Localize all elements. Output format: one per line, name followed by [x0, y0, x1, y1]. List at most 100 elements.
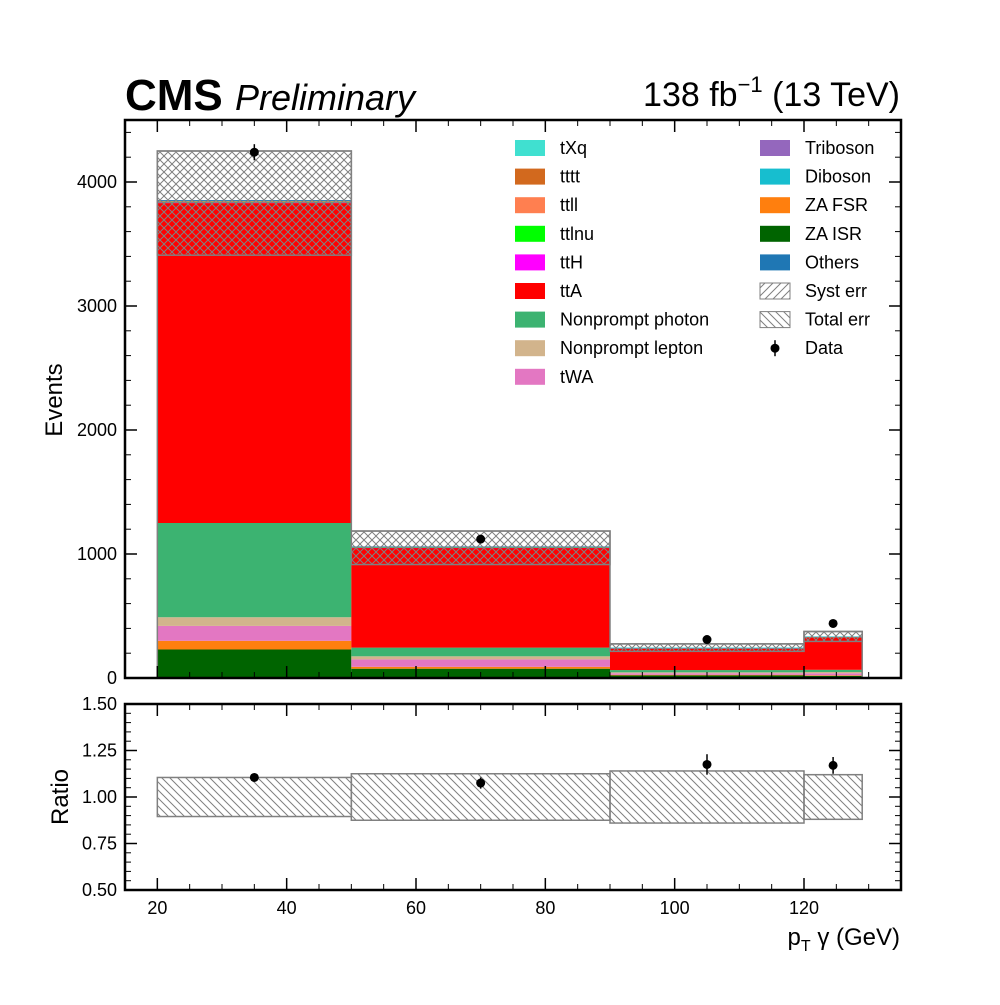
- bar-nonprompt-lepton-bin-1: [351, 656, 610, 660]
- bar-tta-bin-0: [157, 203, 352, 523]
- legend-swatch-ttlnu: [515, 225, 545, 242]
- y-tick-label: 3000: [77, 296, 117, 316]
- legend-swatch-total-err: [759, 311, 791, 329]
- bar-nonprompt-photon-bin-2: [610, 670, 804, 673]
- main-axis-ticks: 0 1000 2000 3000 4000: [77, 120, 902, 688]
- luminosity-value: 138 fb: [643, 76, 738, 114]
- legend-label-diboson: Diboson: [805, 167, 871, 187]
- legend-swatch-data: [770, 343, 780, 353]
- legend-label-za-isr: ZA ISR: [805, 224, 862, 244]
- x-tick-label: 40: [277, 898, 297, 918]
- ratio-y-tick-label: 0.50: [82, 880, 117, 900]
- bar-twa-bin-1: [351, 659, 610, 667]
- legend-swatch-tta: [515, 283, 545, 299]
- legend-swatch-twa: [515, 368, 545, 385]
- legend-swatch-za-isr: [760, 225, 790, 242]
- bar-tta-bin-2: [610, 648, 804, 671]
- bar-nonprompt-photon-bin-1: [351, 647, 610, 657]
- legend-swatch-syst-err: [759, 282, 791, 300]
- ratio-band-bin-2: [609, 770, 805, 824]
- x-tick-label: 100: [660, 898, 690, 918]
- legend-swatch-za-fsr: [760, 197, 790, 214]
- legend-label-za-fsr: ZA FSR: [805, 195, 868, 215]
- uncertainty-bands: [156, 150, 863, 678]
- ratio-y-tick-label: 0.75: [82, 834, 117, 854]
- main-panel: 0 1000 2000 3000 4000 Events: [41, 118, 903, 688]
- y-tick-label: 0: [107, 668, 117, 688]
- y-axis-label: Events: [41, 363, 68, 436]
- legend-swatch-others: [760, 254, 790, 271]
- ratio-y-axis-label: Ratio: [47, 769, 74, 825]
- legend-swatch-ttll: [515, 197, 545, 214]
- legend-label-txq: tXq: [560, 138, 587, 158]
- legend-label-tta: ttA: [560, 281, 582, 301]
- legend-swatch-diboson: [760, 168, 790, 185]
- ratio-point-2: [702, 759, 712, 769]
- data-point-0: [249, 147, 259, 157]
- legend-label-others: Others: [805, 252, 859, 272]
- bar-nonprompt-lepton-bin-0: [157, 617, 352, 626]
- ratio-y-tick-label: 1.50: [82, 694, 117, 714]
- data-point-3: [828, 618, 838, 628]
- legend-swatch-tttt: [515, 168, 545, 185]
- energy-value: (13 TeV): [772, 76, 900, 114]
- y-tick-label: 4000: [77, 172, 117, 192]
- x-tick-label: 60: [406, 898, 426, 918]
- data-point-1: [476, 534, 486, 544]
- ratio-points: [249, 754, 838, 789]
- x-tick-label: 120: [789, 898, 819, 918]
- legend-label-ttll: ttll: [560, 195, 578, 215]
- x-tick-label: 20: [147, 898, 167, 918]
- ratio-panel: 0.50 0.75 1.00 1.25 1.50 20 40 60 80 100 120 Ratio: [47, 694, 903, 918]
- ratio-axis-ticks: 0.50 0.75 1.00 1.25 1.50 20 40 60 80 100 120: [82, 694, 902, 918]
- data-point-2: [702, 635, 712, 645]
- ratio-point-1: [476, 778, 486, 788]
- bar-nonprompt-photon-bin-0: [157, 523, 352, 618]
- legend-label-nonprompt-photon: Nonprompt photon: [560, 310, 709, 330]
- bar-za-fsr-bin-3: [804, 675, 863, 676]
- experiment-label: CMS: [125, 71, 223, 120]
- y-tick-label: 1000: [77, 544, 117, 564]
- ratio-band-bin-0: [156, 776, 353, 818]
- legend-swatch-txq: [515, 140, 545, 156]
- luminosity-label: 138 fb−1 (13 TeV): [643, 72, 900, 114]
- x-tick-label: 80: [535, 898, 555, 918]
- status-label: Preliminary: [235, 77, 417, 118]
- legend-label-tttt: tttt: [560, 167, 580, 187]
- legend-label-nonprompt-lepton: Nonprompt lepton: [560, 338, 703, 358]
- legend-label-syst-err: Syst err: [805, 281, 867, 301]
- ratio-point-3: [828, 760, 838, 770]
- legend-swatch-tth: [515, 254, 545, 271]
- bar-za-fsr-bin-1: [351, 666, 610, 669]
- stacked-bars: [157, 199, 863, 678]
- y-tick-label: 2000: [77, 420, 117, 440]
- legend-swatch-triboson: [760, 140, 790, 156]
- syst-err-band-bin-2: [610, 644, 804, 652]
- bar-nonprompt-lepton-bin-3: [804, 672, 863, 674]
- legend-label-total-err: Total err: [805, 310, 870, 330]
- luminosity-exponent: −1: [738, 72, 763, 97]
- bar-twa-bin-3: [804, 673, 863, 676]
- legend-label-data: Data: [805, 338, 844, 358]
- ratio-uncertainty-band: [156, 770, 863, 824]
- legend-label-triboson: Triboson: [805, 138, 874, 158]
- legend-swatch-nonprompt-photon: [515, 311, 545, 328]
- ratio-band-bin-3: [803, 773, 863, 821]
- ratio-y-tick-label: 1.25: [82, 741, 117, 761]
- x-axis-label: pT γ (GeV): [788, 924, 900, 955]
- bar-twa-bin-0: [157, 625, 352, 641]
- energy-label: [763, 76, 772, 114]
- data-points: [249, 144, 838, 645]
- legend-swatch-nonprompt-lepton: [515, 340, 545, 357]
- bar-nonprompt-photon-bin-3: [804, 669, 863, 673]
- bar-za-fsr-bin-0: [157, 640, 352, 650]
- legend-label-ttlnu: ttlnu: [560, 224, 594, 244]
- legend: tXq tttt ttll ttlnu ttH ttA Nonprompt photon No…: [515, 138, 874, 387]
- syst-err-band-bin-3: [804, 631, 863, 642]
- legend-label-twa: tWA: [560, 367, 593, 387]
- ratio-point-0: [249, 772, 259, 782]
- bar-tta-bin-3: [804, 637, 863, 670]
- legend-label-tth: ttH: [560, 252, 583, 272]
